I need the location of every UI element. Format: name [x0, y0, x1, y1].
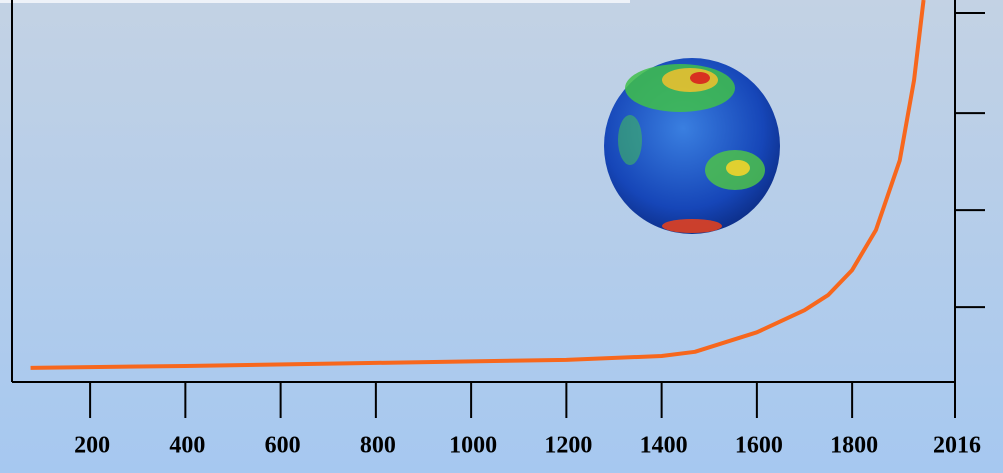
page: {"chart_data": {"type": "line", "x": [75…	[0, 0, 1003, 473]
x-tick-label: 1800	[830, 433, 878, 459]
x-tick-label: 600	[265, 433, 301, 459]
earth-image	[604, 58, 780, 234]
x-tick-label: 200	[74, 433, 110, 459]
top-strip	[0, 0, 630, 3]
x-tick-label: 1400	[640, 433, 688, 459]
x-tick-label: 2016	[933, 433, 981, 459]
x-tick-label: 1000	[449, 433, 497, 459]
x-tick-label: 800	[360, 433, 396, 459]
chart: 200 400 600 800 1000 1200 1400 1600 1800 2016	[0, 0, 1003, 473]
x-tick-label: 1600	[735, 433, 783, 459]
x-tick-label: 400	[169, 433, 205, 459]
x-tick-label: 1200	[544, 433, 592, 459]
